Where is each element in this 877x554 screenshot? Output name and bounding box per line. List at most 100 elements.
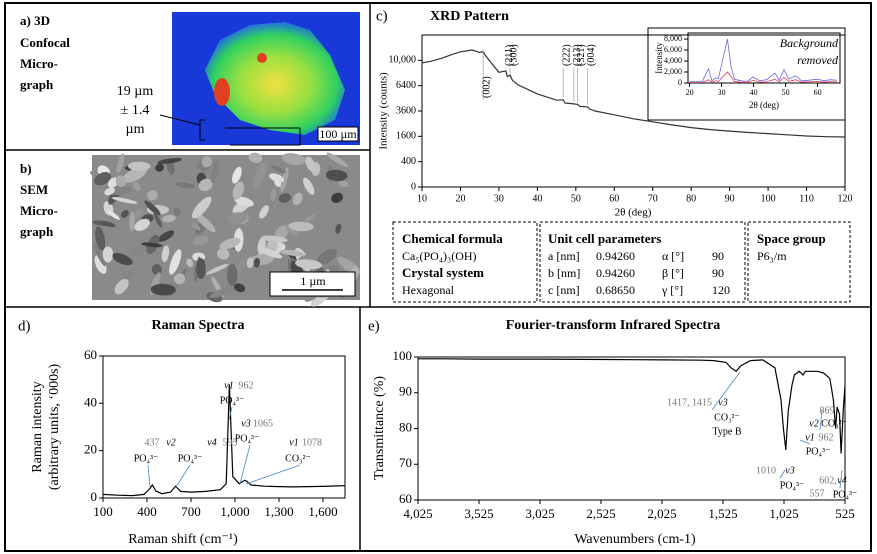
annotation: v2 bbox=[809, 418, 818, 429]
crystal bbox=[104, 187, 115, 196]
crystal bbox=[302, 177, 315, 195]
annotation: PO₄³⁻ bbox=[134, 453, 159, 464]
pointer bbox=[239, 444, 251, 485]
annotation: v1 bbox=[289, 437, 298, 448]
crystal bbox=[281, 153, 306, 165]
table-box bbox=[392, 221, 538, 303]
series-line bbox=[418, 358, 846, 454]
crystal bbox=[288, 221, 314, 232]
table-cell: Ca₅(PO₄)₃(OH) bbox=[402, 249, 477, 263]
plot-frame bbox=[102, 355, 346, 499]
y-axis-label: Intensity bbox=[654, 42, 664, 74]
x-tick-label: 30 bbox=[494, 193, 504, 204]
panel-title: graph bbox=[20, 77, 54, 92]
series-line bbox=[689, 71, 837, 83]
y-axis-label: (arbitrary units, ‘000s) bbox=[47, 363, 62, 490]
crystal bbox=[141, 242, 163, 248]
y-tick-label: 20 bbox=[84, 442, 97, 457]
panel-title: Micro- bbox=[20, 56, 58, 71]
annotation: CO₃²⁻ bbox=[714, 412, 740, 423]
annotation: 1065 bbox=[253, 418, 273, 429]
panel-title: Micro- bbox=[20, 203, 58, 218]
crystal bbox=[191, 223, 201, 231]
crystal bbox=[259, 205, 269, 219]
crystal bbox=[210, 158, 219, 184]
table-cell: c [nm] bbox=[548, 283, 580, 297]
annotation: 1078 bbox=[302, 437, 322, 448]
outer-frame bbox=[4, 2, 872, 552]
crystal bbox=[94, 171, 112, 186]
annotation: PO₄³⁻ bbox=[220, 395, 245, 406]
pointer bbox=[839, 469, 843, 489]
annotation: 602, bbox=[819, 475, 837, 486]
table-cell: 0.94260 bbox=[596, 249, 635, 263]
x-tick-label: 20 bbox=[686, 88, 694, 97]
y-tick-label: 2,000 bbox=[664, 67, 682, 76]
crystal bbox=[248, 152, 263, 163]
crystal bbox=[338, 181, 349, 188]
panel-b-text: 1 µm b) SEM Micro- graph bbox=[20, 161, 356, 297]
peak-label: (300) bbox=[508, 44, 519, 66]
x-tick-label: 100 bbox=[761, 193, 776, 204]
x-tick-label: 400 bbox=[137, 504, 157, 519]
panel-label: c) bbox=[376, 8, 388, 24]
table-cell: P6₃/m bbox=[757, 249, 787, 263]
annotation: Type B bbox=[712, 426, 741, 437]
crystal bbox=[153, 212, 163, 228]
y-tick-label: 100 bbox=[393, 348, 413, 363]
crystal bbox=[258, 248, 283, 259]
crystal bbox=[325, 169, 348, 182]
x-tick-label: 100 bbox=[93, 504, 113, 519]
crystal bbox=[292, 192, 303, 206]
annotation: removed bbox=[797, 53, 839, 67]
table-cell: γ [°] bbox=[661, 283, 683, 297]
y-tick-label: 1600 bbox=[396, 131, 416, 142]
y-tick-label: 60 bbox=[84, 347, 97, 362]
property-table: Chemical formula Ca₅(PO₄)₃(OH) Crystal s… bbox=[392, 221, 851, 303]
pointer bbox=[819, 409, 823, 431]
crystal bbox=[161, 245, 170, 263]
table-cell: 90 bbox=[712, 266, 724, 280]
annotation: v4 bbox=[837, 475, 846, 486]
series-line bbox=[102, 384, 346, 497]
table-cell: 90 bbox=[712, 249, 724, 263]
pointer bbox=[228, 406, 233, 421]
x-axis-label: Wavenumbers (cm-1) bbox=[574, 532, 696, 547]
crystal bbox=[233, 283, 246, 293]
annotation: 962 bbox=[239, 380, 254, 391]
crystal bbox=[93, 242, 106, 267]
chart-title: XRD Pattern bbox=[430, 9, 509, 24]
crystal bbox=[112, 253, 133, 266]
thickness: 19 µm bbox=[117, 84, 154, 99]
peak-label: (211) bbox=[504, 45, 515, 66]
crystal bbox=[227, 212, 248, 224]
table-header: Crystal system bbox=[402, 265, 484, 280]
y-tick-label: 0 bbox=[678, 78, 682, 87]
particle bbox=[205, 22, 345, 135]
x-tick-label: 1,600 bbox=[308, 504, 337, 519]
panel-label: d) bbox=[18, 318, 31, 334]
panel-title: graph bbox=[20, 224, 54, 239]
crystal bbox=[227, 263, 238, 286]
crystal bbox=[316, 248, 338, 265]
table-cell: 0.68650 bbox=[596, 283, 635, 297]
series-line bbox=[421, 49, 846, 138]
x-tick-label: 50 bbox=[571, 193, 581, 204]
pointer bbox=[711, 371, 741, 411]
table-header: Space group bbox=[757, 231, 826, 246]
crystal bbox=[198, 178, 213, 192]
thickness: µm bbox=[126, 122, 145, 137]
crystal bbox=[194, 212, 216, 233]
crystal bbox=[219, 237, 241, 250]
x-tick-label: 3,525 bbox=[464, 506, 493, 521]
crystal bbox=[279, 249, 305, 257]
crystal bbox=[127, 161, 151, 171]
crystal bbox=[280, 167, 289, 193]
scale-bar-label: 100 µm bbox=[319, 127, 357, 141]
x-tick-label: 40 bbox=[750, 88, 758, 97]
x-tick-label: 60 bbox=[814, 88, 822, 97]
x-axis-label: 2θ (deg) bbox=[615, 207, 652, 219]
x-tick-label: 2,525 bbox=[586, 506, 615, 521]
x-tick-label: 4,025 bbox=[403, 506, 432, 521]
